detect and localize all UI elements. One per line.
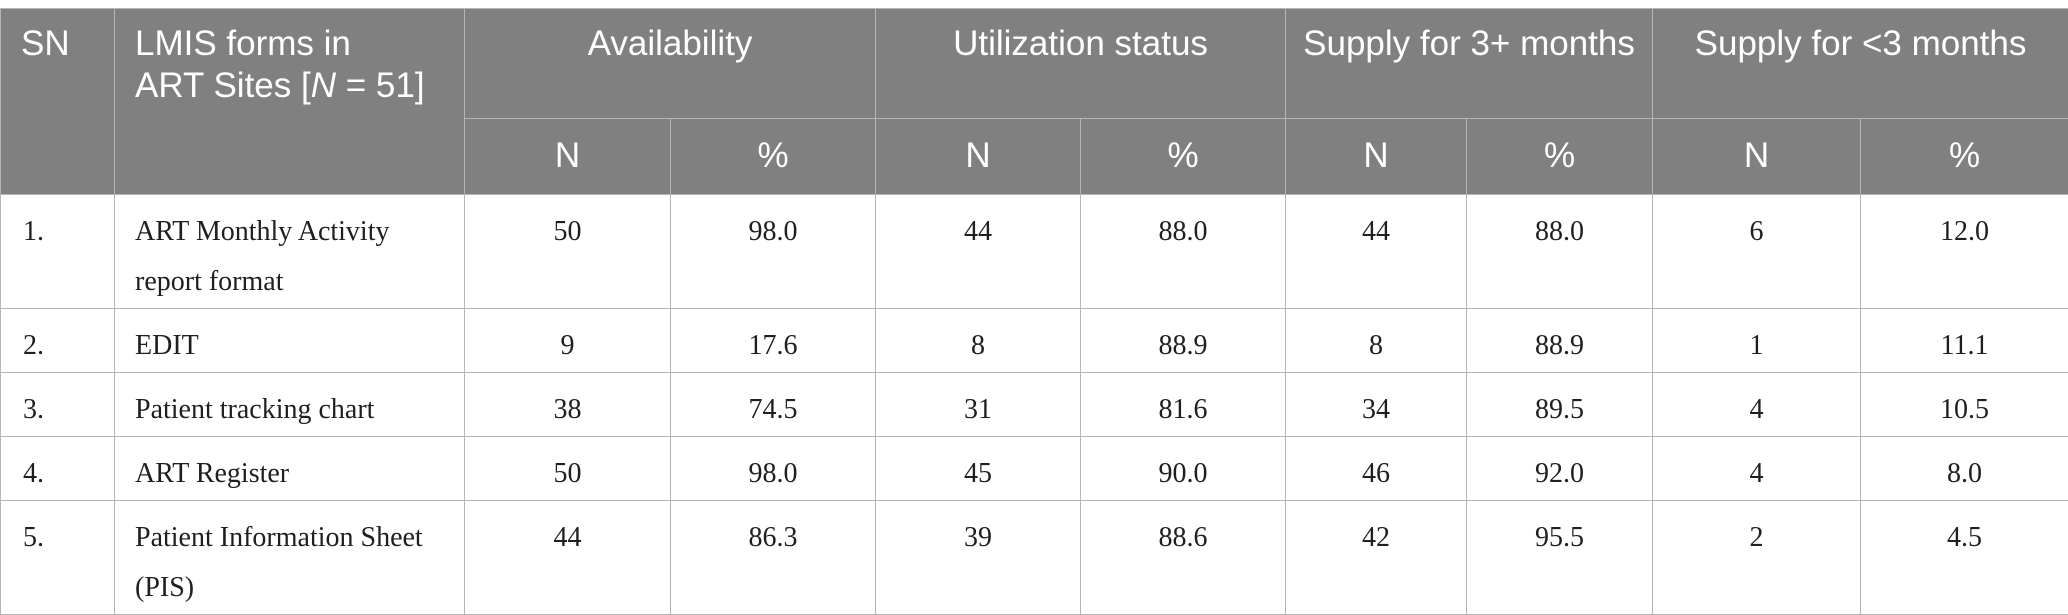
col-group-supply-3-plus: Supply for 3+ months [1286, 9, 1653, 119]
cell-sn: 5. [1, 501, 115, 615]
col-group-supply-lt-3: Supply for <3 months [1653, 9, 2068, 119]
subheader-supply3-n: N [1286, 119, 1467, 195]
col-header-lmis-forms-suffix: = 51] [336, 66, 425, 105]
subheader-availability-pct: % [671, 119, 876, 195]
cell-form-name: Patient Information Sheet (PIS) [115, 501, 465, 615]
cell-supplylt3-pct: 12.0 [1861, 195, 2068, 309]
cell-supply3-n: 42 [1286, 501, 1467, 615]
cell-utilization-pct: 88.6 [1081, 501, 1286, 615]
cell-form-name: ART Register [115, 437, 465, 501]
cell-supply3-pct: 88.9 [1467, 309, 1653, 373]
subheader-supplylt3-n: N [1653, 119, 1861, 195]
cell-sn: 3. [1, 373, 115, 437]
cell-utilization-n: 31 [876, 373, 1081, 437]
cell-supplylt3-n: 4 [1653, 437, 1861, 501]
cell-supplylt3-pct: 11.1 [1861, 309, 2068, 373]
table-row: 5. Patient Information Sheet (PIS) 44 86… [1, 501, 2068, 615]
cell-availability-n: 50 [465, 437, 671, 501]
cell-utilization-n: 45 [876, 437, 1081, 501]
cell-availability-pct: 98.0 [671, 195, 876, 309]
cell-supplylt3-n: 4 [1653, 373, 1861, 437]
cell-availability-pct: 17.6 [671, 309, 876, 373]
col-header-lmis-forms-prefix: ART Sites [ [135, 66, 311, 105]
subheader-availability-n: N [465, 119, 671, 195]
cell-utilization-n: 39 [876, 501, 1081, 615]
subheader-supply3-pct: % [1467, 119, 1653, 195]
cell-sn: 1. [1, 195, 115, 309]
cell-utilization-pct: 88.0 [1081, 195, 1286, 309]
cell-supply3-n: 46 [1286, 437, 1467, 501]
table-row: 1. ART Monthly Activity report format 50… [1, 195, 2068, 309]
cell-supplylt3-pct: 10.5 [1861, 373, 2068, 437]
cell-form-name: ART Monthly Activity report format [115, 195, 465, 309]
subheader-utilization-n: N [876, 119, 1081, 195]
cell-supply3-pct: 92.0 [1467, 437, 1653, 501]
table-row: 3. Patient tracking chart 38 74.5 31 81.… [1, 373, 2068, 437]
cell-sn: 2. [1, 309, 115, 373]
table-row: 4. ART Register 50 98.0 45 90.0 46 92.0 … [1, 437, 2068, 501]
subheader-supplylt3-pct: % [1861, 119, 2068, 195]
cell-availability-n: 38 [465, 373, 671, 437]
col-header-lmis-forms-line1: LMIS forms in [135, 24, 351, 63]
cell-supply3-n: 8 [1286, 309, 1467, 373]
cell-availability-pct: 74.5 [671, 373, 876, 437]
cell-form-name: Patient tracking chart [115, 373, 465, 437]
cell-utilization-pct: 90.0 [1081, 437, 1286, 501]
cell-utilization-pct: 88.9 [1081, 309, 1286, 373]
cell-utilization-n: 8 [876, 309, 1081, 373]
cell-form-name: EDIT [115, 309, 465, 373]
cell-supplylt3-n: 6 [1653, 195, 1861, 309]
cell-supplylt3-n: 1 [1653, 309, 1861, 373]
cell-availability-pct: 86.3 [671, 501, 876, 615]
cell-availability-pct: 98.0 [671, 437, 876, 501]
cell-supply3-pct: 89.5 [1467, 373, 1653, 437]
cell-supply3-pct: 95.5 [1467, 501, 1653, 615]
col-header-sn: SN [1, 9, 115, 195]
cell-supply3-pct: 88.0 [1467, 195, 1653, 309]
cell-availability-n: 44 [465, 501, 671, 615]
cell-supply3-n: 34 [1286, 373, 1467, 437]
cell-utilization-n: 44 [876, 195, 1081, 309]
table-row: 2. EDIT 9 17.6 8 88.9 8 88.9 1 11.1 [1, 309, 2068, 373]
cell-availability-n: 50 [465, 195, 671, 309]
cell-availability-n: 9 [465, 309, 671, 373]
cell-supplylt3-n: 2 [1653, 501, 1861, 615]
cell-sn: 4. [1, 437, 115, 501]
cell-utilization-pct: 81.6 [1081, 373, 1286, 437]
col-header-lmis-forms-n: N [311, 66, 336, 105]
col-group-availability: Availability [465, 9, 876, 119]
cell-supplylt3-pct: 4.5 [1861, 501, 2068, 615]
cell-supply3-n: 44 [1286, 195, 1467, 309]
subheader-utilization-pct: % [1081, 119, 1286, 195]
cell-supplylt3-pct: 8.0 [1861, 437, 2068, 501]
col-group-utilization-status: Utilization status [876, 9, 1286, 119]
table-body: 1. ART Monthly Activity report format 50… [1, 195, 2068, 615]
